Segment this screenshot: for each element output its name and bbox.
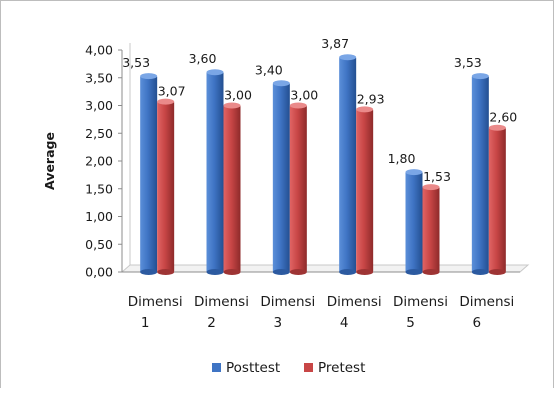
bar-base [422,269,440,275]
x-tick-label: 4 [340,315,349,331]
x-tick-label: Dimensi [128,294,183,310]
bar-cap [289,102,307,109]
data-label: 3,87 [321,36,349,51]
x-tick-label: Dimensi [194,294,249,310]
y-tick-label: 3,00 [85,98,113,113]
data-label: 3,07 [158,84,186,99]
bar-cap [471,73,489,80]
bar [488,127,506,272]
data-labels: 3,533,073,603,003,403,003,872,931,801,53… [122,36,517,184]
bar-base [488,269,506,275]
bar-cap [140,73,158,80]
data-label: 3,00 [290,88,318,103]
legend-swatch [304,363,313,372]
bar-base [339,269,357,275]
legend-label: Posttest [226,360,280,376]
floor [120,264,530,273]
back-wall [129,43,528,266]
bar-cap [206,69,224,76]
y-tick-label: 2,50 [85,126,113,141]
bars [140,54,506,275]
bar-cap [272,80,290,87]
bar-cap [356,106,374,113]
bar-cap [223,102,241,109]
bar-base [471,269,489,275]
legend: Posttest Pretest [212,360,365,376]
y-tick-label: 0,50 [85,237,113,252]
data-label: 3,40 [255,62,283,77]
x-tick-label: 1 [141,315,150,331]
x-tick-label: 5 [406,315,415,331]
bar [339,57,357,273]
bar [140,76,158,273]
y-tick-label: 0,00 [85,265,113,280]
data-label: 3,53 [454,55,482,70]
bar-cap [339,54,357,61]
bar-cap [422,184,440,191]
x-tick-label: Dimensi [459,294,514,310]
y-tick-label: 4,00 [85,43,113,58]
bar [157,101,175,273]
y-tick-label: 3,50 [85,70,113,85]
data-label: 2,60 [489,110,517,125]
data-label: 1,53 [423,169,451,184]
bar-base [289,269,307,275]
bar-base [356,269,374,275]
bar-cap [405,169,423,176]
bar-base [405,269,423,275]
y-tick-label: 1,00 [85,209,113,224]
y-tick-label: 1,50 [85,181,113,196]
chart-frame [0,0,554,388]
x-tick-label: Dimensi [327,294,382,310]
x-tick-label: Dimensi [260,294,315,310]
bar [405,172,423,272]
bar-base [140,269,158,275]
data-label: 2,93 [357,91,385,106]
bar [356,109,374,272]
bar [223,105,241,272]
bar [471,76,489,273]
legend-label: Pretest [318,360,365,376]
bar-cap [157,98,175,105]
y-axis-title: Average [42,132,57,190]
x-tick-label: 3 [274,315,283,331]
bar-base [223,269,241,275]
bar-base [157,269,175,275]
legend-swatch [212,363,221,372]
data-label: 1,80 [388,151,416,166]
bar [272,83,290,272]
bar-cap [488,124,506,131]
bar [206,72,224,272]
data-label: 3,00 [224,88,252,103]
bar [422,187,440,272]
data-label: 3,53 [122,55,150,70]
y-tick-label: 2,00 [85,154,113,169]
data-label: 3,60 [189,51,217,66]
axes: 0,00 0,50 1,00 1,50 2,00 2,50 3,00 3,50 4,00 Aver… [42,43,530,331]
x-tick-label: Dimensi [393,294,448,310]
x-tick-label: 2 [207,315,216,331]
x-tick-label: 6 [473,315,482,331]
bar-base [272,269,290,275]
bar [289,105,307,272]
bar-base [206,269,224,275]
